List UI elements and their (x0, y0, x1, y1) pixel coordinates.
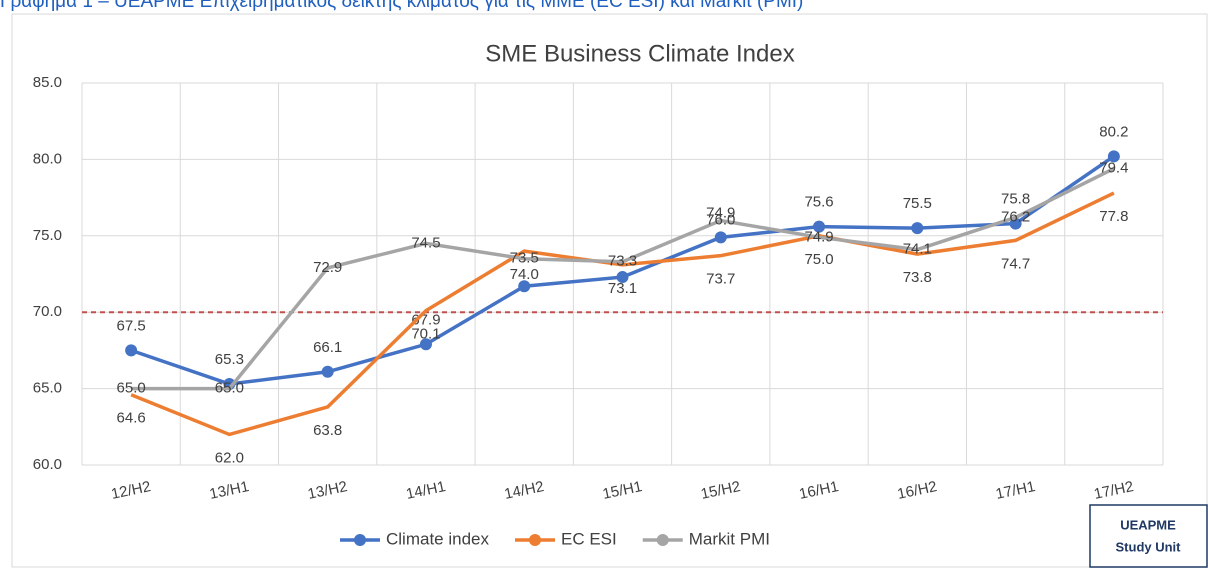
data-label: 74.5 (411, 234, 440, 251)
data-label: 65.0 (215, 380, 244, 397)
data-label: 73.7 (706, 271, 735, 288)
data-label: 72.9 (313, 259, 342, 276)
data-label: 74.1 (903, 241, 932, 258)
data-label: 64.6 (117, 410, 146, 427)
data-label: 76.2 (1001, 208, 1030, 225)
data-label: 73.5 (510, 250, 539, 267)
legend-marker (656, 534, 669, 546)
point (911, 222, 924, 235)
data-label: 62.0 (215, 449, 244, 466)
data-label: 66.1 (313, 339, 342, 356)
data-label: 75.0 (804, 251, 833, 268)
data-label: 65.3 (215, 351, 244, 368)
y-tick-label: 75.0 (33, 227, 62, 244)
data-label: 74.7 (1001, 255, 1030, 272)
badge-box (1089, 504, 1208, 568)
legend-label: Climate index (386, 529, 489, 548)
data-label: 70.1 (411, 326, 440, 343)
data-label: 74.9 (804, 228, 833, 245)
data-label: 75.6 (804, 194, 833, 211)
point (321, 365, 334, 378)
chart-frame (11, 13, 1208, 568)
data-label: 65.0 (117, 380, 146, 397)
data-label: 80.2 (1099, 123, 1128, 140)
data-label: 63.8 (313, 422, 342, 439)
y-tick-label: 80.0 (33, 150, 62, 167)
point (125, 344, 138, 357)
data-label: 75.5 (903, 195, 932, 212)
data-label: 77.8 (1099, 208, 1128, 225)
data-label: 73.3 (608, 253, 637, 270)
y-tick-label: 60.0 (33, 456, 62, 473)
data-label: 73.8 (903, 269, 932, 286)
point (714, 231, 727, 244)
point (813, 220, 826, 233)
point (1009, 217, 1022, 230)
series-line (131, 167, 1115, 391)
y-tick-label: 70.0 (33, 303, 62, 320)
data-label: 74.9 (706, 204, 735, 221)
data-label: 73.1 (608, 280, 637, 297)
point (1107, 150, 1120, 163)
legend-label: Markit PMI (689, 529, 770, 548)
badge-line: UEAPME (1120, 517, 1176, 532)
legend-label: EC ESI (561, 529, 617, 548)
legend-marker (354, 534, 366, 546)
data-label: 79.4 (1099, 160, 1128, 177)
data-label: 67.5 (117, 317, 146, 334)
point (616, 271, 629, 284)
legend-marker (529, 534, 541, 546)
data-label: 75.8 (1001, 191, 1030, 208)
y-tick-label: 65.0 (33, 380, 62, 397)
badge-line: Study Unit (1116, 539, 1182, 554)
data-label: 76.0 (706, 211, 735, 228)
caption: Γράφημα 1 – UEAPME Επιχειρηματικός δείκτ… (0, 0, 803, 12)
data-label: 74.0 (510, 266, 539, 283)
point (419, 338, 432, 351)
series-line (130, 191, 1115, 437)
point (518, 280, 531, 293)
y-tick-label: 85.0 (33, 74, 62, 91)
chart-title: SME Business Climate Index (485, 40, 794, 67)
